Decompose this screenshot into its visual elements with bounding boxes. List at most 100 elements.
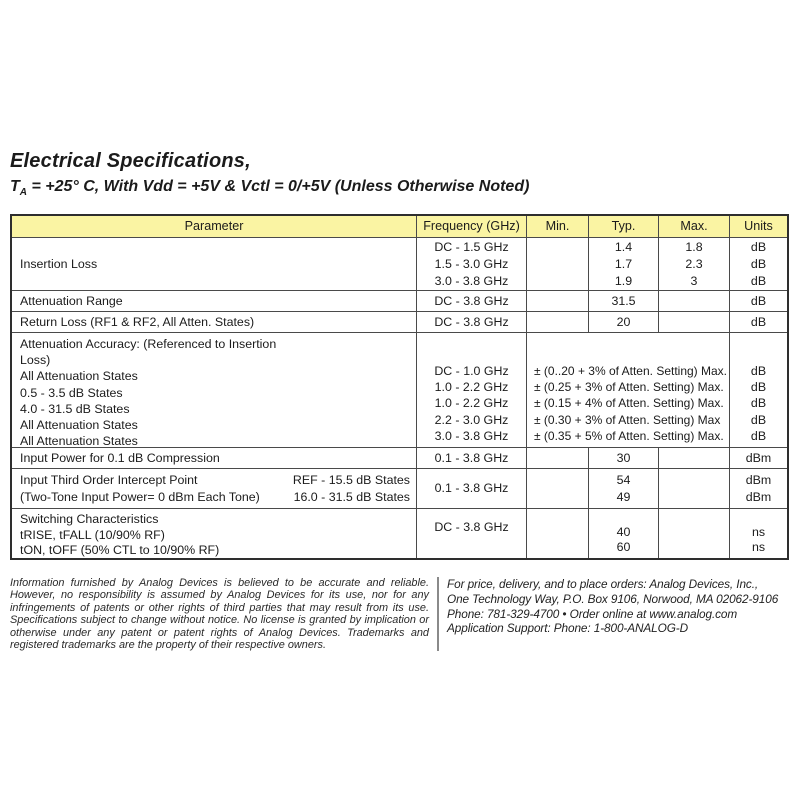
cell-line: Attenuation Accuracy: (Referenced to Ins… [20,337,277,351]
typ-cell: 31.5 [589,291,659,311]
freq-cell: DC - 3.8 GHz [417,312,527,332]
cell-line: All Attenuation States [20,417,138,432]
cell-line: ± (0.35 + 5% of Atten. Setting) Max. [534,428,724,443]
max-cell [659,291,730,311]
cell-line: Input Power for 0.1 dB Compression [20,450,220,465]
cell-line: 1.0 - 2.2 GHz [434,396,509,411]
units-cell: dBm dBm [730,469,787,508]
cell-line: dB [750,293,767,308]
typ-cell: 1.4 1.7 1.9 [589,238,659,290]
max-cell [659,509,730,558]
header-label: Units [744,219,773,233]
cell-line: (Two-Tone Input Power= 0 dBm Each Tone) [20,489,260,504]
freq-cell: DC - 1.0 GHz 1.0 - 2.2 GHz 1.0 - 2.2 GHz… [417,333,527,447]
cell-line: Input Third Order Intercept Point [20,472,198,487]
param-cell: Input Power for 0.1 dB Compression [12,448,417,468]
min-cell [527,291,589,311]
contact-line: One Technology Way, P.O. Box 9106, Norwo… [447,591,779,606]
cell-line: 49 [616,489,631,504]
merged-value-cell: ± (0..20 + 3% of Atten. Setting) Max. ± … [527,333,730,447]
cell-line: DC - 1.5 GHz [434,239,509,254]
spec-table: Parameter Frequency (GHz) Min. Typ. Max.… [10,214,789,560]
typ-cell: 30 [589,448,659,468]
cell-line: 3.0 - 3.8 GHz [434,273,509,288]
freq-cell: DC - 3.8 GHz [417,509,527,558]
contact-info: For price, delivery, and to place orders… [439,577,790,651]
cell-line: DC - 3.8 GHz [434,293,509,308]
min-cell [527,509,589,558]
min-cell [527,312,589,332]
freq-cell: DC - 3.8 GHz [417,291,527,311]
header-cell-frequency: Frequency (GHz) [417,216,527,237]
subtitle-text: = +25° C, With Vdd = +5V & Vctl = 0/+5V … [27,178,530,195]
subtitle-subscript: A [19,187,28,199]
cell-line: dB [750,380,767,395]
cell-line: dBm [745,472,772,487]
typ-cell: 54 49 [589,469,659,508]
cell-line: 0.5 - 3.5 dB States [20,385,123,400]
contact-line: For price, delivery, and to place orders… [447,577,759,591]
cell-line: dB [750,239,767,254]
cell-line: dB [750,256,767,271]
cell-line: tON, tOFF (50% CTL to 10/90% RF) [20,543,220,557]
header-label: Frequency (GHz) [423,219,520,233]
cell-line: REF - 15.5 dB States [292,472,410,487]
units-cell: dBm [730,448,787,468]
footer: Information furnished by Analog Devices … [10,577,790,652]
row-attenuation-accuracy: Attenuation Accuracy: (Referenced to Ins… [12,332,787,447]
cell-line: 1.7 [614,256,633,271]
param-cell: Insertion Loss [12,238,417,290]
title-block: Electrical Specifications, TA = +25° C, … [10,150,529,198]
typ-cell: 40 60 [589,509,659,558]
row-return-loss: Return Loss (RF1 & RF2, All Atten. State… [12,311,787,332]
subtitle-t: T [10,178,20,195]
freq-cell: 0.1 - 3.8 GHz [417,448,527,468]
units-cell: dB dB dB [730,238,787,290]
cell-line: dB [750,396,767,411]
freq-cell: DC - 1.5 GHz 1.5 - 3.0 GHz 3.0 - 3.8 GHz [417,238,527,290]
cell-line: 3 [690,273,698,288]
min-cell [527,469,589,508]
header-label: Min. [545,219,570,233]
row-input-power-compression: Input Power for 0.1 dB Compression 0.1 -… [12,447,787,468]
cell-line: dB [750,314,767,329]
cell-line: dB [750,428,767,443]
cell-line: All Attenuation States [20,434,138,447]
cell-line: 2.2 - 3.0 GHz [434,412,509,427]
cell-line: DC - 3.8 GHz [434,314,509,329]
cell-line: 1.8 [685,239,703,254]
cell-line: Attenuation Range [20,293,123,308]
legal-notice: Information furnished by Analog Devices … [10,577,429,652]
cell-line: Switching Characteristics [20,512,159,526]
cell-line: ± (0..20 + 3% of Atten. Setting) Max. [534,364,728,379]
row-attenuation-range: Attenuation Range DC - 3.8 GHz 31.5 dB [12,290,787,311]
cell-line: Insertion Loss [20,256,98,271]
min-cell [527,448,589,468]
typ-cell: 20 [589,312,659,332]
freq-cell: 0.1 - 3.8 GHz [417,469,527,508]
units-cell: dB dB dB dB dB [730,333,787,447]
cell-line: 2.3 [685,256,703,271]
cell-line: ns [751,525,766,539]
cell-line: dB [750,273,767,288]
cell-line: 0.1 - 3.8 GHz [434,450,509,465]
cell-line: dB [750,412,767,427]
max-cell: 1.8 2.3 3 [659,238,730,290]
header-cell-parameter: Parameter [12,216,417,237]
cell-line: 16.0 - 31.5 dB States [293,489,410,504]
param-cell: Attenuation Accuracy: (Referenced to Ins… [12,333,417,447]
footer-divider [437,577,439,652]
param-main-lines: Input Third Order Intercept Point (Two-T… [20,472,260,506]
min-cell [527,238,589,290]
row-switching-characteristics: Switching Characteristics tRISE, tFALL (… [12,508,787,558]
cell-line: dBm [745,489,772,504]
cell-line: 1.4 [614,239,633,254]
max-cell [659,448,730,468]
cell-line: 60 [616,540,631,554]
cell-line: ± (0.15 + 4% of Atten. Setting) Max. [534,396,724,411]
cell-line: ± (0.25 + 3% of Atten. Setting) Max. [534,380,724,395]
cell-line: 20 [616,314,631,329]
contact-line: Phone: 781-329-4700 • Order online at ww… [447,606,738,621]
row-insertion-loss: Insertion Loss DC - 1.5 GHz 1.5 - 3.0 GH… [12,237,787,290]
cell-line: ns [751,540,766,554]
